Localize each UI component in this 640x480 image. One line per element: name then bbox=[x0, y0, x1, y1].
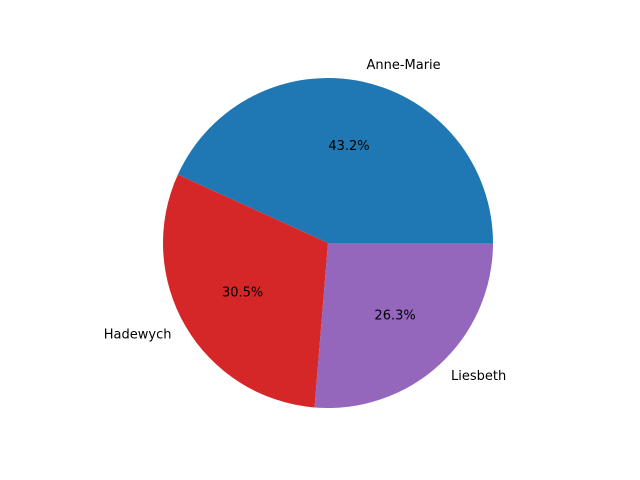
pie-labels: Anne-Marie 43.2% Hadewych 30.5% Liesbeth 26.3… bbox=[104, 58, 506, 384]
slice-label-anne-marie: Anne-Marie bbox=[366, 58, 440, 73]
pie-slice-anne-marie bbox=[177, 77, 493, 243]
slice-percent-anne-marie: 43.2% bbox=[328, 139, 369, 154]
pie-slice-hadewych bbox=[162, 174, 328, 408]
slice-label-liesbeth: Liesbeth bbox=[451, 369, 506, 384]
slice-label-hadewych: Hadewych bbox=[104, 327, 172, 342]
pie-slices bbox=[162, 77, 493, 408]
slice-percent-liesbeth: 26.3% bbox=[374, 308, 415, 323]
slice-percent-hadewych: 30.5% bbox=[222, 286, 263, 301]
pie-slice-liesbeth bbox=[314, 243, 493, 408]
